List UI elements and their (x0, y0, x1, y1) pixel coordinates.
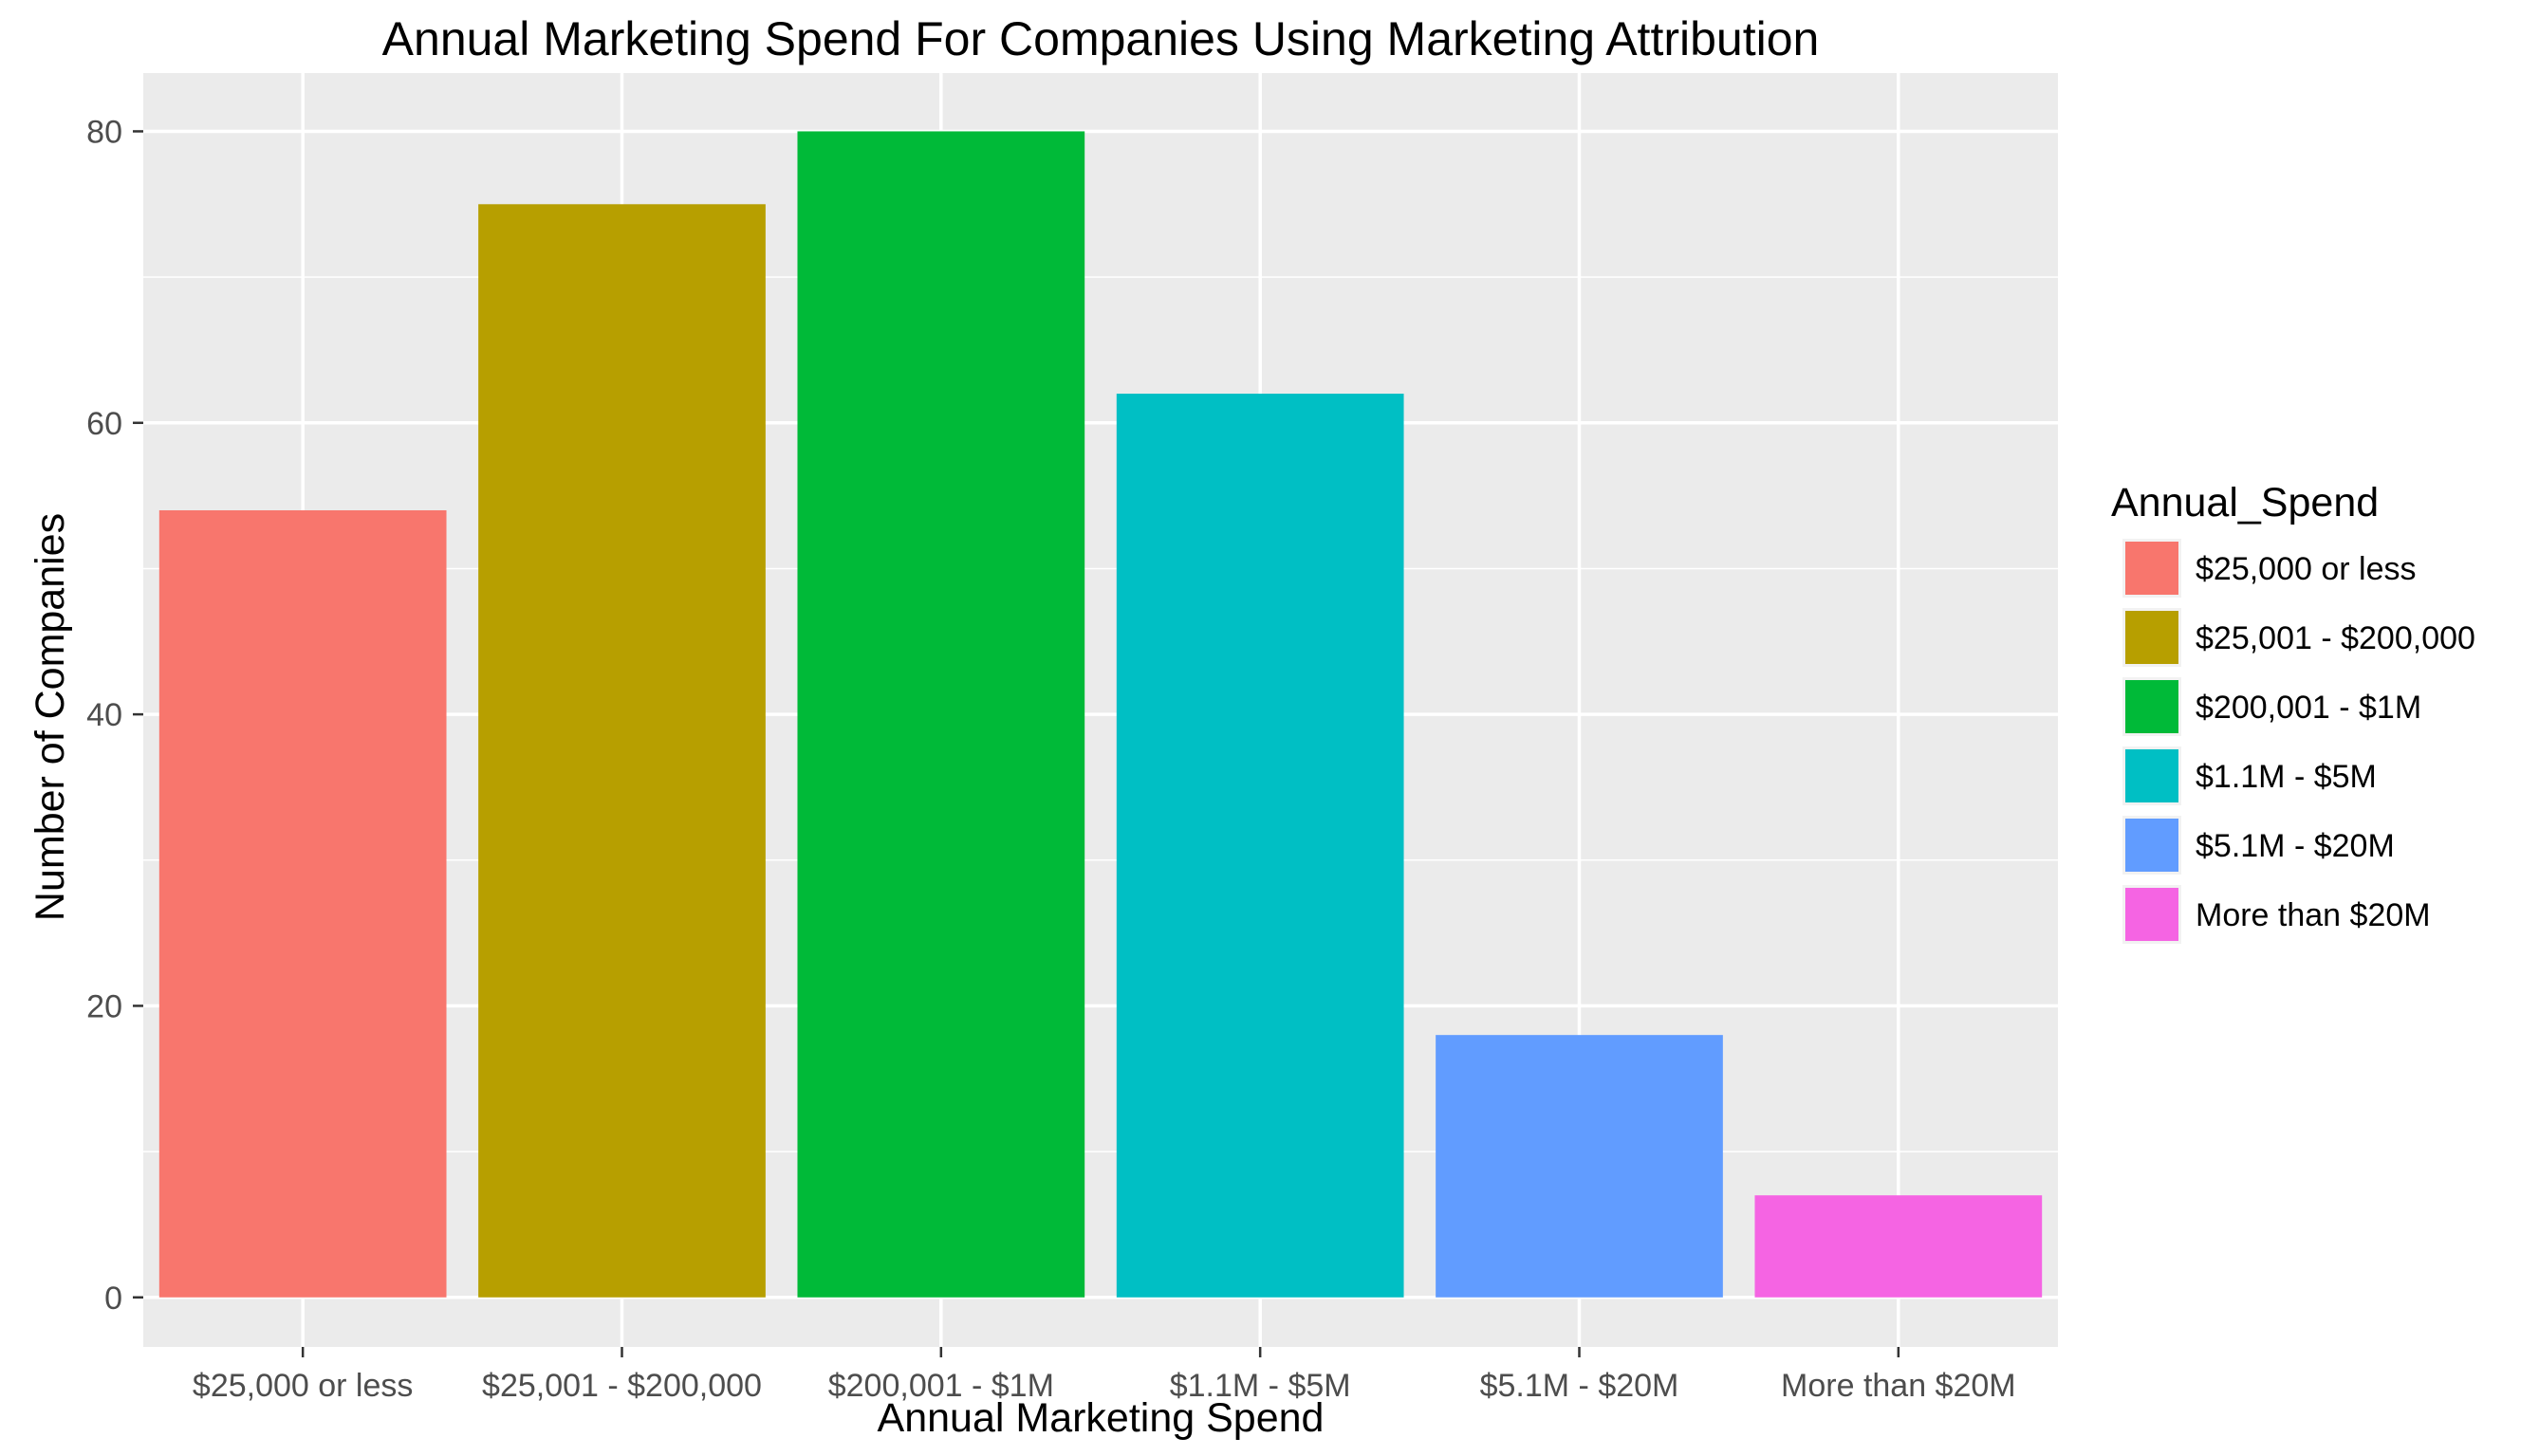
legend-swatch (2125, 819, 2178, 872)
legend-label: $1.1M - $5M (2196, 759, 2377, 795)
x-axis: $25,000 or less $25,001 - $200,000 $200,00… (193, 1347, 2016, 1404)
plot-panel (143, 73, 2058, 1347)
bar (1754, 1195, 2043, 1298)
bar (1116, 394, 1404, 1298)
legend-swatch (2125, 611, 2178, 664)
legend-label: More than $20M (2196, 897, 2431, 933)
x-tick-label: More than $20M (1781, 1368, 2016, 1404)
x-tick-label: $1.1M - $5M (1170, 1368, 1351, 1404)
bars (158, 131, 2043, 1298)
x-tick-label: $200,001 - $1M (828, 1368, 1054, 1404)
y-tick-label: 20 (86, 988, 122, 1024)
y-tick-label: 80 (86, 114, 122, 150)
y-axis: 0 20 40 60 80 (86, 114, 143, 1317)
legend-title: Annual_Spend (2111, 480, 2379, 525)
legend-item: $200,001 - $1M (2122, 677, 2421, 736)
bar (1436, 1035, 1723, 1298)
legend-label: $200,001 - $1M (2196, 690, 2421, 726)
bar (797, 131, 1085, 1298)
legend-label: $25,000 or less (2196, 551, 2417, 587)
bar (478, 204, 766, 1298)
legend-item: More than $20M (2122, 885, 2431, 944)
legend-item: $25,001 - $200,000 (2122, 608, 2475, 667)
legend-swatch (2125, 888, 2178, 941)
y-tick-label: 40 (86, 697, 122, 733)
x-axis-title: Annual Marketing Spend (878, 1395, 1325, 1441)
x-tick-label: $25,001 - $200,000 (482, 1368, 762, 1404)
x-tick-label: $25,000 or less (193, 1368, 414, 1404)
y-tick-label: 60 (86, 406, 122, 442)
panel-background (143, 73, 2058, 1347)
legend-swatch (2125, 680, 2178, 733)
legend-swatch (2125, 542, 2178, 595)
legend-item: $5.1M - $20M (2122, 816, 2395, 875)
x-tick-label: $5.1M - $20M (1480, 1368, 1679, 1404)
legend-label: $25,001 - $200,000 (2196, 620, 2475, 656)
y-tick-label: 0 (104, 1281, 122, 1317)
bar (158, 509, 447, 1298)
legend-item: $1.1M - $5M (2122, 746, 2377, 805)
legend: Annual_Spend $25,000 or less $25,001 - $2… (2111, 480, 2475, 944)
chart-title: Annual Marketing Spend For Companies Usi… (382, 12, 1820, 65)
legend-label: $5.1M - $20M (2196, 828, 2395, 864)
legend-item: $25,000 or less (2122, 539, 2417, 598)
y-axis-title: Number of Companies (28, 513, 73, 921)
legend-swatch (2125, 749, 2178, 802)
